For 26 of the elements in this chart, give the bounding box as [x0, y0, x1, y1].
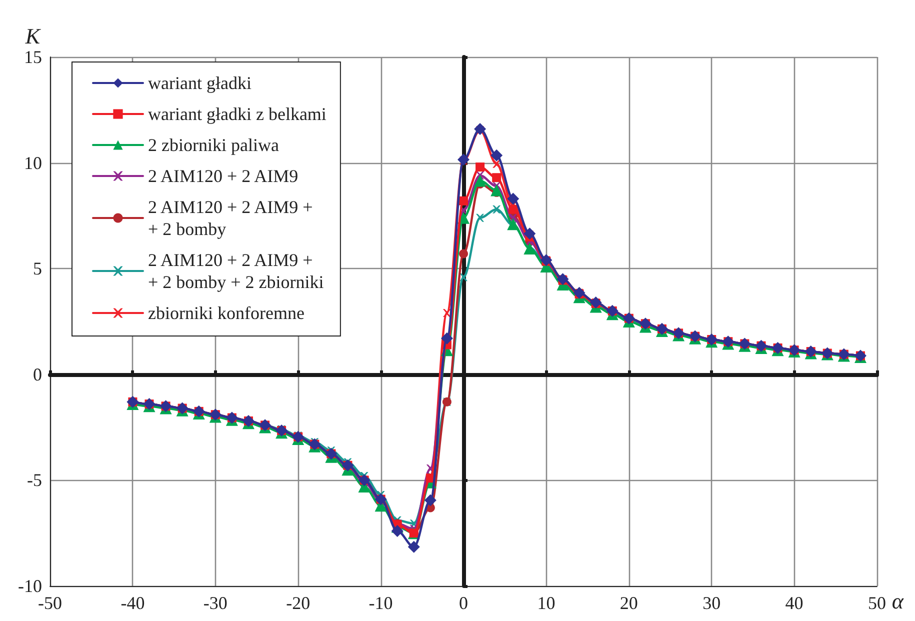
legend-label: wariant gładki: [148, 73, 252, 93]
x-tick-label: -30: [203, 593, 228, 613]
legend-label: wariant gładki z belkami: [148, 104, 326, 124]
y-tick-label: -10: [18, 576, 42, 596]
x-axis-title: α: [892, 588, 904, 614]
y-axis-title: K: [24, 24, 42, 48]
x-tick-label: -40: [120, 593, 145, 613]
y-tick-label: 10: [24, 152, 42, 173]
legend-label: 2 AIM120 + 2 AIM9: [148, 166, 298, 186]
legend-label: 2 AIM120 + 2 AIM9 + + 2 bomby: [148, 197, 313, 239]
x-tick-label: 0: [459, 593, 468, 613]
y-tick-label: 15: [24, 47, 42, 67]
x-tick-label: 50: [868, 593, 886, 613]
legend-label: 2 zbiorniki paliwa: [148, 135, 279, 155]
legend-label: 2 AIM120 + 2 AIM9 + + 2 bomby + 2 zbiorniki: [148, 250, 324, 292]
x-tick-label: 30: [702, 593, 721, 613]
x-tick-label: 40: [785, 593, 804, 613]
x-tick-label: 10: [537, 593, 556, 613]
x-tick-label: -10: [368, 593, 393, 613]
y-tick-label: -5: [27, 470, 42, 490]
x-tick-label: -50: [38, 593, 62, 613]
legend-label: zbiorniki konforemne: [148, 303, 304, 323]
y-tick-label: 0: [33, 364, 42, 384]
x-tick-label: 20: [620, 593, 638, 613]
y-tick-label: 5: [33, 258, 42, 279]
x-tick-label: -20: [286, 593, 310, 613]
